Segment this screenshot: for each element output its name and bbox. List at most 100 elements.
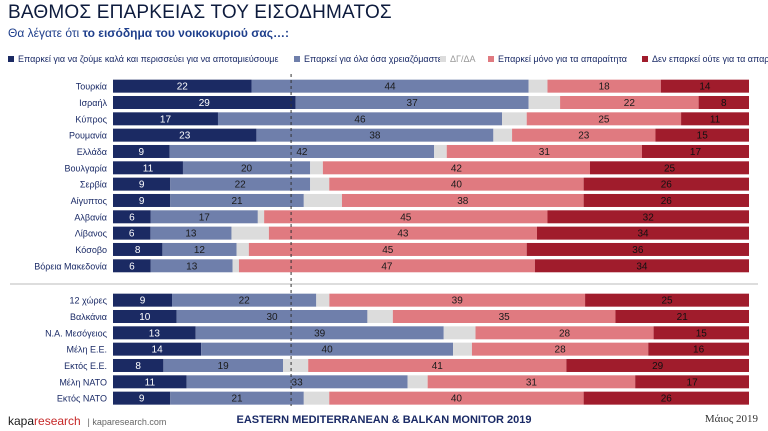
legend-swatch: [440, 56, 446, 62]
bar-segment: [113, 79, 252, 93]
category-label: 12 χώρες: [70, 296, 108, 306]
bar-segment: [231, 226, 269, 240]
bar-segment: [113, 95, 296, 109]
data-label: 40: [451, 180, 463, 191]
bar-segment: [453, 342, 472, 356]
data-label: 9: [139, 196, 145, 207]
bar-segment: [163, 358, 284, 372]
bar-segment: [655, 128, 749, 142]
bar-segment: [512, 128, 656, 142]
data-label: 8: [135, 245, 141, 256]
bar-segment: [528, 79, 548, 93]
data-label: 19: [218, 361, 230, 372]
bar-segment: [257, 210, 265, 224]
category-label: Σερβία: [80, 180, 107, 190]
bar-segment: [283, 358, 309, 372]
legend-swatch: [642, 56, 648, 62]
data-label: 38: [369, 131, 381, 142]
bar-segment: [471, 342, 649, 356]
brand-site: | kaparesearch.com: [87, 417, 167, 427]
bar-segment: [236, 242, 249, 256]
data-label: 20: [241, 163, 253, 174]
bar-segment: [502, 112, 527, 126]
bar-segment: [653, 326, 749, 340]
footer-date: Μάιος 2019: [704, 413, 758, 425]
bar-segment: [113, 226, 151, 240]
bar-segment: [232, 259, 239, 273]
legend-item: Επαρκεί μόνο για τα απαραίτητα: [488, 54, 627, 64]
bar-segment: [635, 375, 749, 389]
data-label: 6: [129, 229, 135, 240]
data-label: 9: [140, 296, 146, 307]
legend-label: ΔΓ/ΔΑ: [450, 54, 476, 64]
data-label: 13: [186, 261, 198, 272]
bar-segment: [547, 210, 749, 224]
legend-swatch: [8, 56, 14, 62]
data-label: 29: [652, 361, 664, 372]
bar-segment: [176, 309, 368, 323]
data-label: 42: [296, 147, 308, 158]
data-label: 35: [499, 312, 511, 323]
bar-segment: [256, 128, 494, 142]
data-label: 38: [457, 196, 469, 207]
bar-segment: [113, 177, 171, 191]
data-label: 21: [231, 196, 243, 207]
data-label: 36: [632, 245, 644, 256]
bar-segment: [170, 177, 311, 191]
data-label: 40: [451, 394, 463, 405]
data-label: 34: [637, 229, 649, 240]
category-label: Εκτός Ε.Ε.: [64, 361, 107, 371]
data-label: 18: [599, 82, 611, 93]
bar-segment: [172, 293, 317, 307]
data-label: 8: [721, 98, 727, 109]
bar-segment: [113, 128, 257, 142]
data-label: 22: [624, 98, 636, 109]
data-label: 26: [661, 196, 673, 207]
subtitle-highlight: το εισόδημα του νοικοκυριού σας…:: [82, 26, 290, 40]
category-label: Αλβανία: [74, 212, 107, 222]
logo-part-a: kapa: [8, 414, 35, 428]
data-label: 17: [687, 377, 699, 388]
data-label: 41: [432, 361, 444, 372]
data-label: 39: [452, 296, 464, 307]
data-label: 6: [129, 261, 135, 272]
legend-label: Επαρκεί για να ζούμε καλά και περισσεύει…: [18, 54, 279, 64]
bar-segment: [583, 391, 749, 405]
bar-segment: [303, 193, 342, 207]
data-label: 26: [661, 394, 673, 405]
legend-item: ΔΓ/ΔΑ: [440, 54, 475, 64]
bar-segment: [162, 242, 237, 256]
footer-source: EASTERN MEDITERRANEAN & BALKAN MONITOR 2…: [236, 414, 532, 426]
bar-segment: [264, 210, 548, 224]
bar-segment: [526, 112, 682, 126]
data-label: 25: [598, 114, 610, 125]
bar-segment: [322, 161, 590, 175]
data-label: 39: [314, 328, 326, 339]
category-label: Μέλη ΝΑΤΟ: [59, 377, 107, 387]
bar-segment: [170, 193, 304, 207]
bar-segment: [113, 391, 171, 405]
bar-segment: [268, 226, 537, 240]
data-label: 33: [292, 377, 304, 388]
legend-item: Επαρκεί για όλα όσα χρειαζόμαστε: [294, 54, 442, 64]
data-label: 12: [194, 245, 206, 256]
category-label: Τουρκία: [76, 82, 107, 92]
bar-segment: [113, 242, 163, 256]
bar-segment: [248, 242, 527, 256]
chart-title: ΒΑΘΜΟΣ ΕΠΑΡΚΕΙΑΣ ΤΟΥ ΕΙΣΟΔΗΜΑΤΟΣ: [8, 2, 392, 23]
data-label: 26: [661, 180, 673, 191]
bar-segment: [493, 128, 513, 142]
footer-brand: kaparesearch | kaparesearch.com: [8, 414, 166, 428]
category-label: Βαλκάνια: [70, 312, 107, 322]
legend-item: Δεν επαρκεί ούτε για τα απαραίτητα: [642, 54, 768, 64]
bar-segment: [427, 375, 636, 389]
subtitle-prefix: Θα λέγατε ότι: [8, 26, 80, 40]
category-label: Βουλγαρία: [65, 163, 107, 173]
legend-label: Επαρκεί για όλα όσα χρειαζόμαστε: [304, 54, 442, 64]
bar-segment: [566, 358, 749, 372]
bar-segment: [434, 144, 447, 158]
data-label: 14: [699, 82, 711, 93]
data-label: 44: [385, 82, 397, 93]
data-label: 11: [710, 114, 721, 125]
